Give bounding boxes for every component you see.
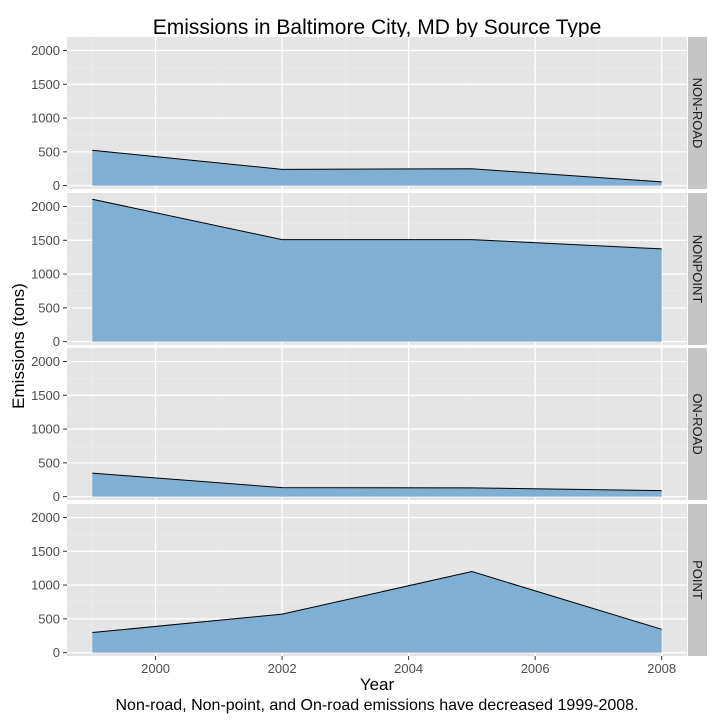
y-tick-label: 1000 (31, 111, 60, 126)
y-tick-label: 500 (38, 300, 60, 315)
chart-caption: Non-road, Non-point, and On-road emissio… (116, 697, 639, 714)
y-tick-label: 0 (53, 334, 60, 349)
y-tick-label: 1000 (31, 267, 60, 282)
area-fill (92, 199, 662, 342)
y-tick-label: 1500 (31, 233, 60, 248)
facet-strip (688, 193, 707, 345)
y-tick-label: 2000 (31, 199, 60, 214)
y-tick-label: 2000 (31, 510, 60, 525)
y-tick-label: 1500 (31, 77, 60, 92)
x-tick-label: 2008 (647, 661, 676, 676)
facet-strip-label: POINT (690, 560, 705, 600)
facet-panel: 0 500 1000 1500 2000 NONPOINT (31, 193, 707, 349)
y-tick-label: 0 (53, 489, 60, 504)
x-tick-label: 2000 (141, 661, 170, 676)
y-tick-label: 500 (38, 144, 60, 159)
y-tick-label: 500 (38, 611, 60, 626)
facet-panel: 0 500 1000 1500 2000 NON-ROAD (31, 37, 707, 193)
series-line (92, 198, 662, 250)
chart-title: Emissions in Baltimore City, MD by Sourc… (153, 16, 602, 39)
x-axis-title: Year (360, 675, 395, 694)
y-tick-label: 500 (38, 455, 60, 470)
facet-strip-label: ON-ROAD (690, 393, 705, 454)
x-tick-label: 2002 (268, 661, 297, 676)
x-tick-label: 2006 (521, 661, 550, 676)
facet-strip (688, 348, 707, 500)
facet-strip (688, 504, 707, 656)
y-tick-label: 0 (53, 645, 60, 660)
y-tick-label: 0 (53, 178, 60, 193)
facet-strip-label: NON-ROAD (690, 78, 705, 149)
series-line (92, 472, 662, 492)
facet-panel: 0 500 1000 1500 2000 ON-ROAD (31, 348, 707, 504)
area-fill (92, 571, 662, 653)
area-fill (92, 473, 662, 497)
y-tick-label: 2000 (31, 43, 60, 58)
area-fill (92, 150, 662, 186)
y-tick-label: 1500 (31, 388, 60, 403)
y-tick-label: 1000 (31, 422, 60, 437)
series-line (92, 571, 662, 634)
panel-background (67, 348, 687, 500)
y-tick-label: 1500 (31, 544, 60, 559)
y-tick-label: 2000 (31, 354, 60, 369)
facet-strip-label: NONPOINT (690, 235, 705, 304)
y-tick-label: 1000 (31, 578, 60, 593)
series-line (92, 149, 662, 183)
facet-panel: 0 500 1000 1500 2000 POINT (31, 504, 707, 660)
y-axis-title: Emissions (tons) (9, 283, 28, 409)
x-axis: 2000 2002 2004 2006 2008 (141, 656, 676, 676)
facet-panels: 0 500 1000 1500 2000 NON-ROAD 0 500 1000 1500 2000… (31, 37, 707, 660)
facet-strip (688, 37, 707, 189)
x-tick-label: 2004 (394, 661, 423, 676)
